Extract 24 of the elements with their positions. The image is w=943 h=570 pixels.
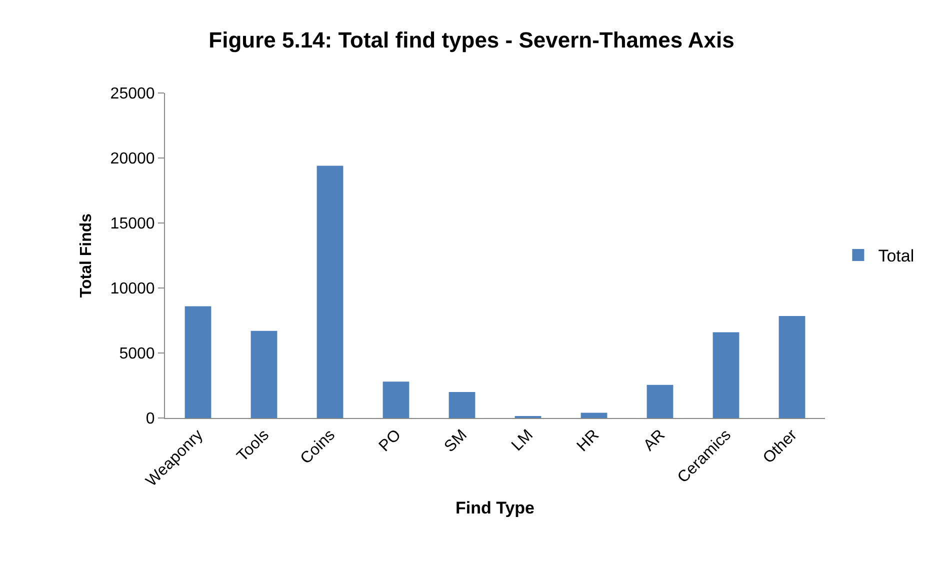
x-tick-label: PO bbox=[376, 426, 404, 456]
x-axis-title: Find Type bbox=[455, 498, 535, 518]
y-tick-label: 10000 bbox=[110, 280, 155, 298]
x-tick-label: AR bbox=[640, 426, 668, 454]
bar bbox=[712, 332, 740, 418]
x-tick-label: HR bbox=[574, 426, 602, 456]
y-tick-label: 20000 bbox=[110, 150, 155, 168]
y-tick-label: 5000 bbox=[119, 346, 155, 363]
legend-label: Total bbox=[878, 246, 914, 266]
y-tick-label: 0 bbox=[146, 410, 155, 428]
bar bbox=[382, 382, 410, 418]
y-tick-label: 25000 bbox=[110, 86, 155, 103]
bar bbox=[778, 316, 806, 418]
bar bbox=[580, 412, 608, 418]
bar bbox=[646, 384, 674, 418]
chart-title: Figure 5.14: Total find types - Severn-Thames Axis bbox=[208, 28, 734, 53]
bar bbox=[250, 330, 278, 418]
bar bbox=[316, 166, 344, 418]
x-tick-label: LM bbox=[508, 426, 536, 454]
bar bbox=[448, 392, 476, 418]
x-tick-label: SM bbox=[441, 426, 470, 456]
y-axis-title: Total Finds bbox=[78, 213, 96, 298]
bar bbox=[184, 306, 212, 418]
y-tick-label: 15000 bbox=[110, 216, 155, 233]
